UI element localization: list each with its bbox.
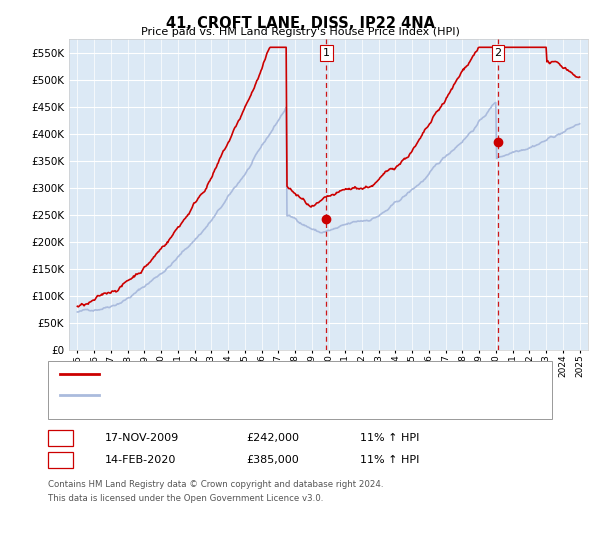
Text: This data is licensed under the Open Government Licence v3.0.: This data is licensed under the Open Gov… [48,494,323,503]
Text: 2: 2 [494,48,502,58]
Text: Price paid vs. HM Land Registry's House Price Index (HPI): Price paid vs. HM Land Registry's House … [140,27,460,38]
Text: 2: 2 [57,455,64,465]
Text: 17-NOV-2009: 17-NOV-2009 [105,433,179,443]
Text: 1: 1 [323,48,330,58]
Text: 14-FEB-2020: 14-FEB-2020 [105,455,176,465]
Text: 1: 1 [57,433,64,443]
Text: £242,000: £242,000 [246,433,299,443]
Text: Contains HM Land Registry data © Crown copyright and database right 2024.: Contains HM Land Registry data © Crown c… [48,480,383,489]
Text: £385,000: £385,000 [246,455,299,465]
Text: 11% ↑ HPI: 11% ↑ HPI [360,455,419,465]
Text: 41, CROFT LANE, DISS, IP22 4NA (detached house): 41, CROFT LANE, DISS, IP22 4NA (detached… [106,368,371,379]
Text: 11% ↑ HPI: 11% ↑ HPI [360,433,419,443]
Text: HPI: Average price, detached house, South Norfolk: HPI: Average price, detached house, Sout… [106,390,370,400]
Text: 41, CROFT LANE, DISS, IP22 4NA: 41, CROFT LANE, DISS, IP22 4NA [166,16,434,31]
